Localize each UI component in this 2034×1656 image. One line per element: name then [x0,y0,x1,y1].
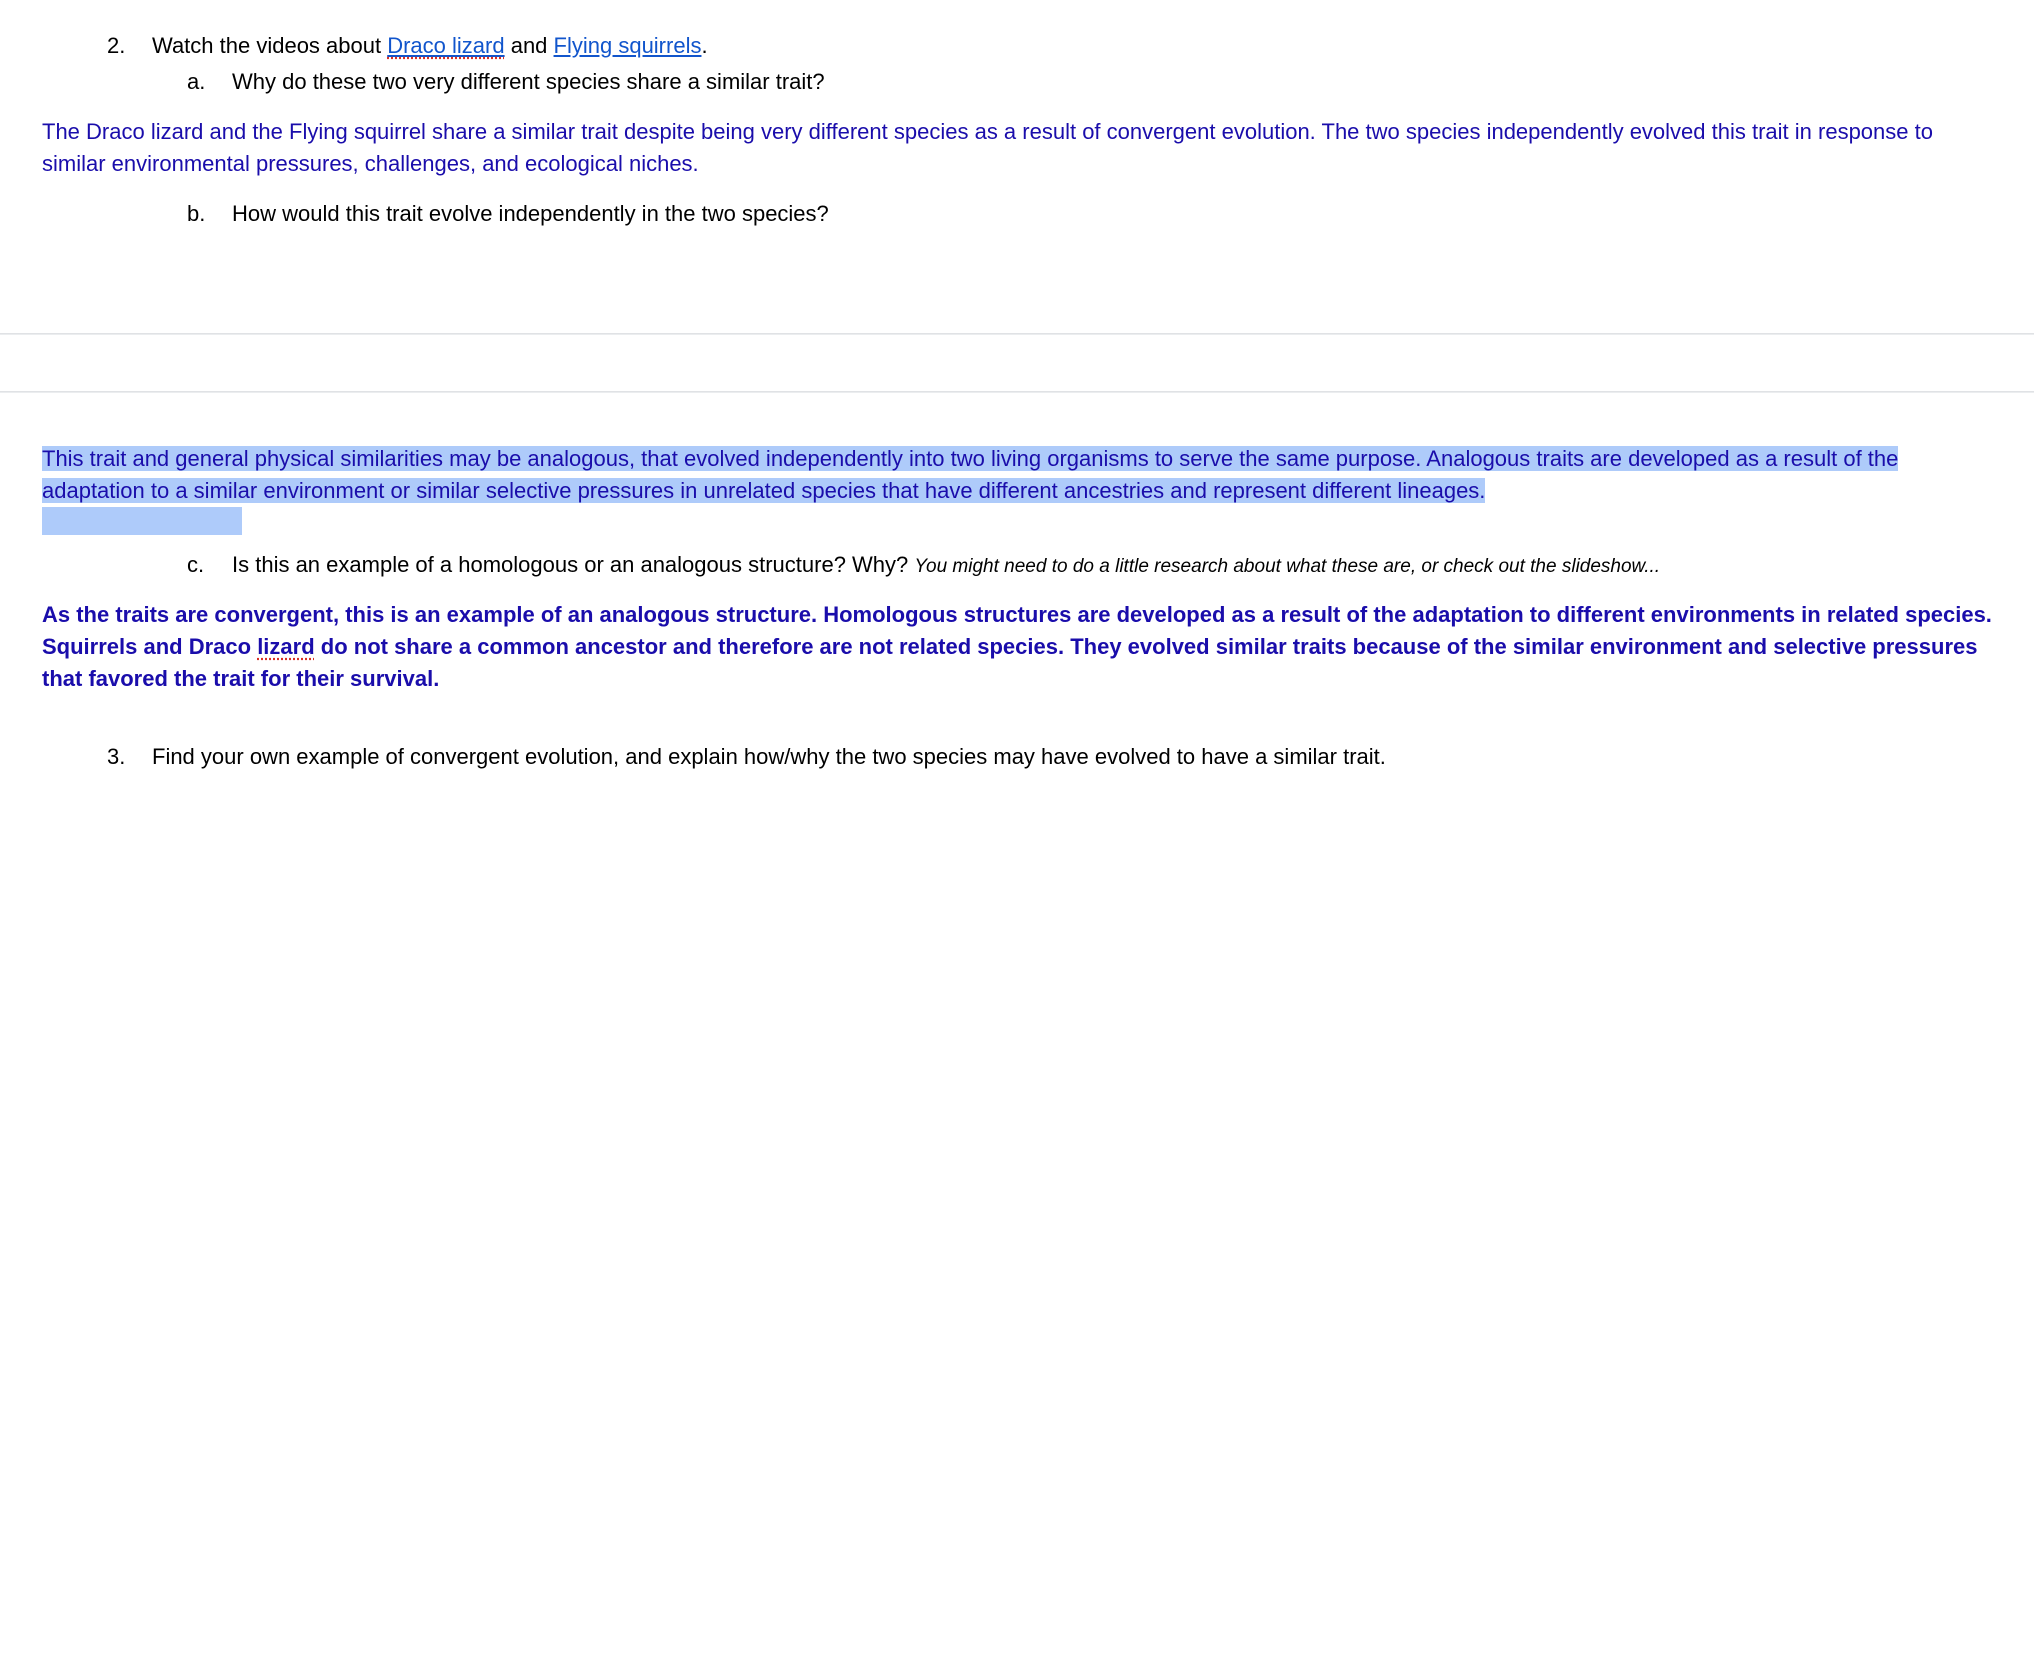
answer-2a-text: The Draco lizard and the Flying squirrel… [42,119,1933,176]
spacer [0,713,2034,741]
sub-letter-b: b. [187,198,232,230]
question-2-block: 2. Watch the videos about Draco lizard a… [0,30,2034,98]
list-number: 2. [107,30,152,62]
question-3-text: Find your own example of convergent evol… [152,741,1386,773]
question-2a: a. Why do these two very different speci… [187,66,1992,98]
answer-2b-highlighted-block: This trait and general physical similari… [0,443,2034,539]
question-2a-text: Why do these two very different species … [232,66,825,98]
spacer [0,539,2034,549]
spacer [0,233,2034,293]
answer-2c: As the traits are convergent, this is an… [0,599,2034,695]
q2-suffix: . [701,33,707,58]
question-2c-hint: You might need to do a little research a… [914,556,1660,577]
list-number-3: 3. [107,741,152,773]
draco-lizard-link[interactable]: Draco lizard [387,33,504,58]
question-2c-text: Is this an example of a homologous or an… [232,549,1660,581]
question-2c-block: c. Is this an example of a homologous or… [0,549,2034,581]
answer-2a: The Draco lizard and the Flying squirrel… [0,116,2034,180]
q2-connector: and [505,33,554,58]
page-break [0,333,2034,393]
flying-squirrels-link[interactable]: Flying squirrels [554,33,702,58]
selection-tail [42,507,242,535]
question-2b-block: b. How would this trait evolve independe… [0,198,2034,230]
answer-2c-lizard: lizard [257,634,314,659]
question-2b: b. How would this trait evolve independe… [187,198,1992,230]
question-2-stem: 2. Watch the videos about Draco lizard a… [107,30,1992,62]
question-2-text: Watch the videos about Draco lizard and … [152,30,708,62]
question-2c-main: Is this an example of a homologous or an… [232,552,914,577]
q2-prefix: Watch the videos about [152,33,387,58]
sub-letter-a: a. [187,66,232,98]
sub-letter-c: c. [187,549,232,581]
question-3-block: 3. Find your own example of convergent e… [0,741,2034,773]
question-3: 3. Find your own example of convergent e… [107,741,1992,773]
answer-2b-text: This trait and general physical similari… [42,446,1898,503]
question-2b-text: How would this trait evolve independentl… [232,198,829,230]
question-2c: c. Is this an example of a homologous or… [187,549,1992,581]
answer-2b[interactable]: This trait and general physical similari… [42,446,1898,503]
answer-2c-part2: do not share a common ancestor and there… [42,634,1977,691]
